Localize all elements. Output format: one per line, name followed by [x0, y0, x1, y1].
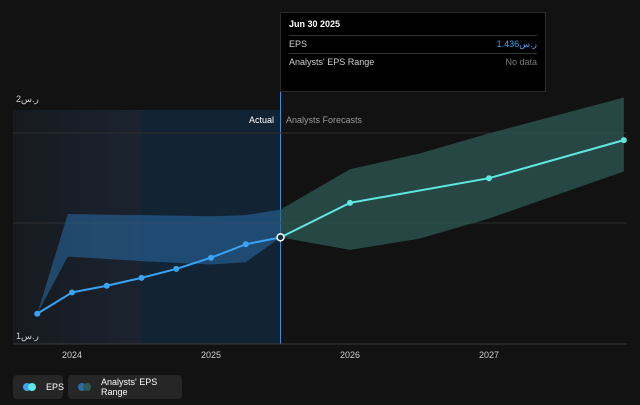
- x-tick-label: 2025: [201, 350, 221, 360]
- axis-ticks: 2024 2025 2026 2027 ر.س2 ر.س1: [16, 94, 499, 360]
- legend-eps-label: EPS: [46, 382, 65, 392]
- x-tick-label: 2026: [340, 350, 360, 360]
- x-tick-label: 2027: [479, 350, 499, 360]
- tooltip-range-label: Analysts' EPS Range: [289, 57, 375, 67]
- range-legend-icon: [78, 383, 97, 391]
- legend-range[interactable]: Analysts' EPS Range: [68, 375, 182, 399]
- eps-point: [208, 254, 214, 261]
- eps-legend-icon: [23, 383, 42, 391]
- chart-background: [13, 12, 281, 344]
- eps-point: [242, 241, 249, 248]
- eps-point: [103, 282, 110, 289]
- tooltip-eps-value: ر.س1.436: [496, 39, 537, 49]
- eps-point: [69, 289, 75, 296]
- eps-point: [173, 265, 180, 272]
- eps-range-band: [37, 97, 624, 314]
- eps-point: [138, 274, 145, 281]
- eps-points: [34, 137, 627, 317]
- forecast-point: [486, 175, 492, 182]
- forecast-point: [620, 137, 627, 144]
- tooltip-eps-row: EPS ر.س1.436: [289, 35, 537, 53]
- tooltip-range-row: Analysts' EPS Range No data: [289, 53, 537, 70]
- y-tick-label: ر.س1: [16, 331, 39, 342]
- tooltip-date: Jun 30 2025: [289, 19, 341, 29]
- legend-range-label: Analysts' EPS Range: [101, 377, 158, 397]
- eps-forecast-line: [280, 139, 625, 239]
- legend-eps[interactable]: EPS: [13, 375, 65, 399]
- eps-point: [34, 310, 41, 317]
- tooltip-range-value: No data: [505, 57, 537, 67]
- eps-lines: [36, 139, 625, 315]
- eps-actual-line: [36, 236, 281, 315]
- forecast-range-area: [280, 97, 624, 250]
- actual-label: Actual: [249, 115, 274, 125]
- eps-point: [276, 233, 285, 242]
- x-tick-label: 2024: [62, 350, 82, 360]
- tooltip-eps-label: EPS: [289, 39, 308, 49]
- y-tick-label: ر.س2: [16, 94, 39, 105]
- actual-range-area: [37, 209, 281, 314]
- forecast-point: [347, 199, 353, 206]
- forecast-label: Analysts Forecasts: [286, 115, 363, 125]
- eps-tooltip: Jun 30 2025 EPS ر.س1.436 Analysts' EPS R…: [280, 12, 546, 92]
